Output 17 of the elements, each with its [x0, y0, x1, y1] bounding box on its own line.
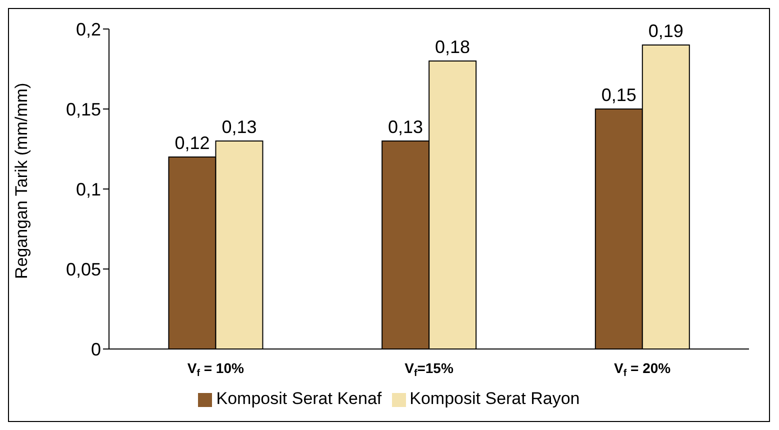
data-label: 0,13: [222, 117, 257, 137]
y-tick-label: 0,15: [66, 99, 101, 120]
y-tick-label: 0,2: [76, 19, 101, 40]
data-label: 0,12: [174, 133, 210, 153]
legend-label: Komposit Serat Kenaf: [216, 389, 382, 408]
y-tick-label: 0,1: [76, 179, 101, 200]
y-axis-title: Regangan Tarik (mm/mm): [12, 82, 32, 279]
data-label: 0,15: [601, 85, 636, 105]
y-tick-label: 0,05: [66, 259, 101, 280]
y-tick-label: 0: [90, 339, 101, 360]
x-tick-label: V$_{f}$ = 10%: [187, 360, 245, 378]
x-tick-label: V$_{f}$ = 20%: [614, 360, 672, 378]
data-label: 0,18: [435, 37, 470, 57]
legend-label: Komposit Serat Rayon: [410, 389, 580, 408]
data-label: 0,13: [388, 117, 424, 137]
x-tick-label: V$_{f}$=15%: [404, 360, 454, 378]
data-label: 0,19: [648, 21, 684, 41]
